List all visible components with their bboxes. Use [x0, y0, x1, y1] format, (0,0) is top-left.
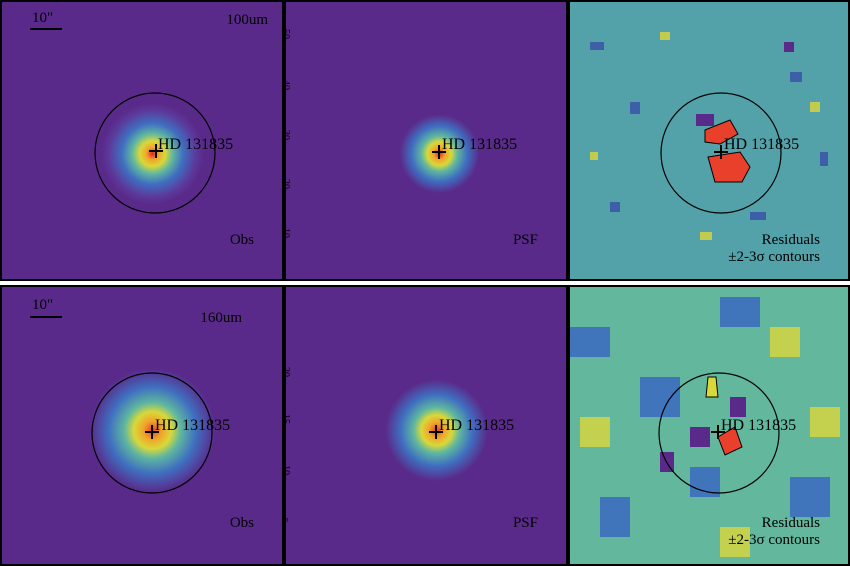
panel-100um-psf: HD 131835 PSF 50 40 30 20 10: [284, 0, 568, 281]
target-label: HD 131835: [439, 417, 515, 434]
y-tick-5: 5: [286, 518, 289, 523]
corner-label-obs: Obs: [229, 232, 254, 248]
y-tick-10: 10: [284, 228, 291, 238]
obs-image-100: [2, 2, 282, 279]
corner-label-psf: PSF: [512, 232, 538, 248]
target-label: HD 131835: [721, 417, 797, 434]
obs-image-160: [2, 287, 282, 564]
panel-160um-residual: HD 131835 Residuals ±2-3σ contours: [568, 285, 850, 566]
target-label: HD 131835: [158, 136, 234, 153]
target-label: HD 131835: [724, 136, 800, 153]
scale-bar-label: 10": [32, 297, 54, 313]
residual-image-100: [570, 2, 848, 279]
residual-image-160: [570, 287, 848, 564]
corner-label-residual: Residuals: [761, 232, 820, 248]
scale-bar-label: 10": [32, 10, 54, 26]
y-tick-20: 20: [284, 179, 291, 189]
corner-sublabel-residual: ±2-3σ contours: [728, 532, 820, 548]
panel-100um-obs: 10" 100um HD 131835 Obs: [0, 0, 284, 281]
wavelength-label: 100um: [226, 12, 268, 28]
row-separator: [0, 281, 850, 285]
y-tick-50: 50: [284, 29, 291, 39]
target-label: HD 131835: [155, 417, 231, 434]
y-tick-40: 40: [284, 80, 291, 90]
target-label: HD 131835: [442, 136, 518, 153]
panel-160um-psf: HD 131835 PSF 20 15 10 5: [284, 285, 568, 566]
wavelength-label: 160um: [200, 310, 242, 326]
corner-label-residual: Residuals: [761, 515, 820, 531]
y-tick-15: 15: [284, 414, 291, 424]
y-tick-10: 10: [284, 465, 291, 475]
y-tick-20: 20: [284, 367, 291, 377]
psf-image-160: [286, 287, 566, 564]
y-tick-30: 30: [284, 130, 291, 140]
corner-sublabel-residual: ±2-3σ contours: [728, 249, 820, 265]
corner-label-psf: PSF: [512, 515, 538, 531]
panel-160um-obs: 10" 160um HD 131835 Obs: [0, 285, 284, 566]
psf-image-100: [286, 2, 566, 279]
panel-100um-residual: HD 131835 Residuals ±2-3σ contours: [568, 0, 850, 281]
corner-label-obs: Obs: [229, 515, 254, 531]
